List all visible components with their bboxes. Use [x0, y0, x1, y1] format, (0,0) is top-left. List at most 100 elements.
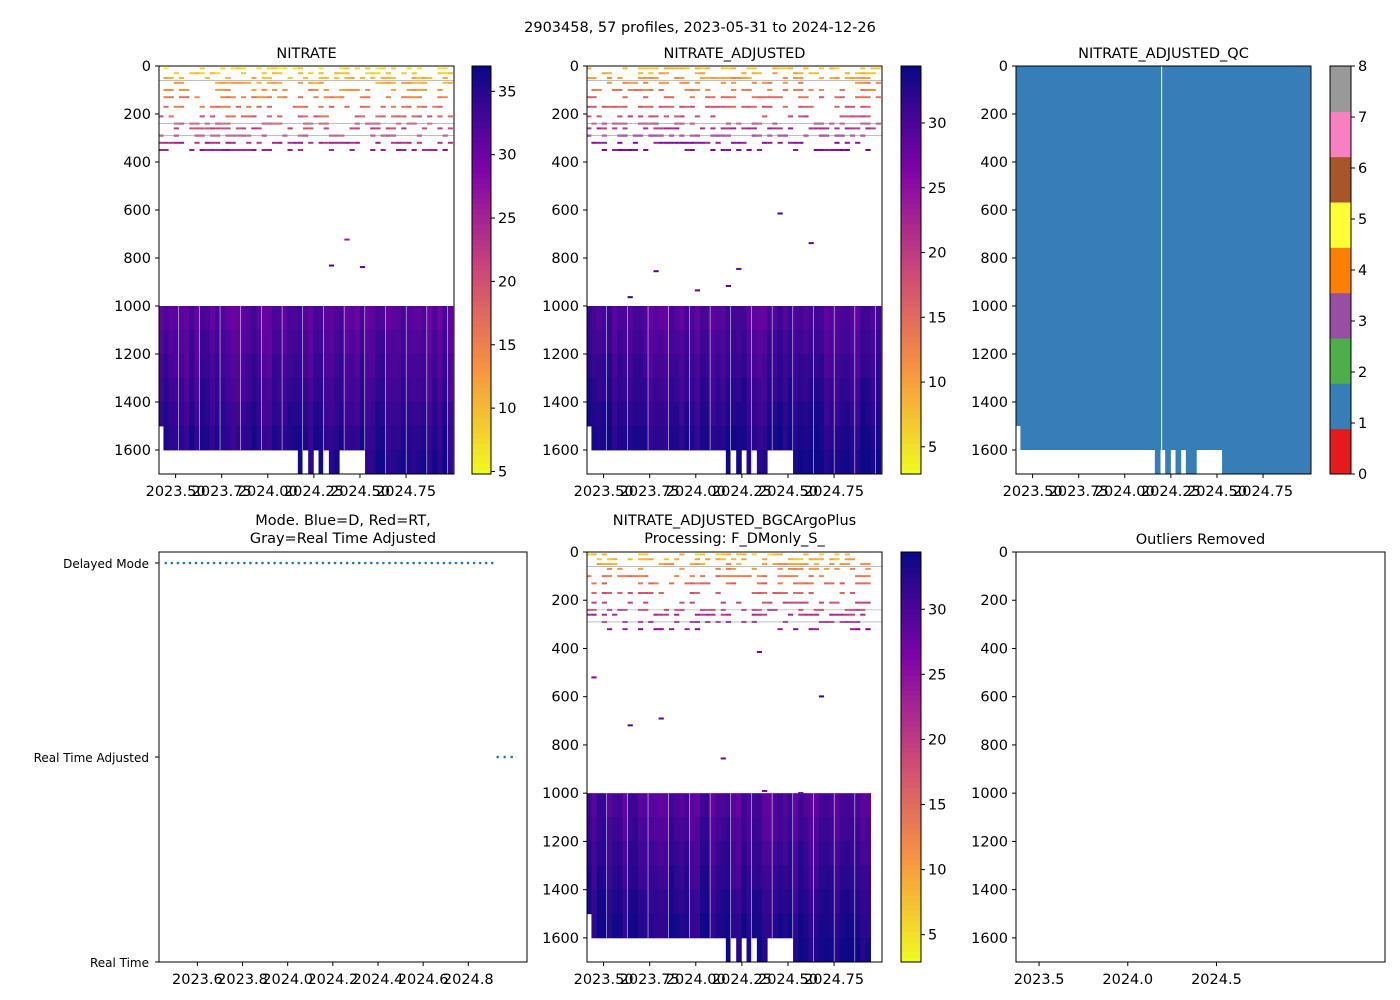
- profile-cell: [694, 841, 701, 866]
- colorbar-band: [472, 213, 491, 220]
- qc-column: [1268, 66, 1275, 474]
- profile-cell: [689, 378, 696, 403]
- profile-cell: [668, 841, 675, 866]
- profile-cell: [287, 306, 294, 331]
- profile-cell: [710, 841, 716, 866]
- profile-cell: [587, 889, 592, 915]
- profile-sample: [240, 81, 247, 84]
- y-tick-label: 800: [980, 251, 1008, 267]
- profile-sample: [865, 89, 871, 91]
- profile-sample: [246, 81, 252, 84]
- profile-cell: [643, 306, 649, 331]
- profile-cell: [839, 354, 846, 379]
- profile-sample: [199, 127, 205, 130]
- profile-cell: [762, 889, 768, 915]
- delayed-mode-point: [309, 561, 313, 565]
- profile-sample: [839, 592, 845, 594]
- profile-sample: [643, 96, 649, 99]
- profile-cell: [772, 330, 778, 355]
- profile-cell: [767, 889, 773, 915]
- profile-sample: [159, 115, 164, 118]
- profile-cell: [215, 426, 221, 451]
- profile-cell: [163, 402, 170, 427]
- profile-sample: [705, 96, 711, 99]
- profile-sample: [308, 81, 314, 84]
- profile-sample: [658, 563, 664, 566]
- profile-sample: [235, 105, 241, 108]
- profile-sample: [777, 212, 783, 215]
- profile-cell: [178, 426, 185, 451]
- profile-sample: [834, 601, 840, 604]
- profile-cell: [437, 402, 444, 427]
- profile-sample: [699, 582, 706, 585]
- profile-cell: [437, 306, 444, 331]
- profile-sample: [679, 115, 685, 118]
- profile-cell: [782, 354, 789, 379]
- profile-sample: [793, 77, 799, 79]
- profile-sample: [282, 67, 288, 70]
- profile-cell: [777, 330, 784, 355]
- profile-sample: [705, 558, 711, 561]
- profile-sample: [787, 115, 794, 118]
- profile-cell: [813, 426, 820, 451]
- profile-cell: [762, 354, 768, 379]
- profile-sample: [328, 264, 335, 267]
- profile-cell: [292, 378, 299, 403]
- x-tick-label: 2024.75: [376, 484, 436, 500]
- profile-cell: [710, 817, 716, 842]
- profile-cell: [627, 354, 634, 379]
- profile-cell: [725, 817, 732, 842]
- colorbar-segment: [1330, 111, 1351, 158]
- profile-sample: [163, 67, 169, 70]
- profile-sample: [731, 582, 737, 585]
- profile-sample: [803, 67, 809, 70]
- profile-cell: [292, 426, 299, 451]
- profile-cell: [653, 330, 660, 355]
- profile-cell: [266, 402, 273, 427]
- profile-cell: [396, 450, 402, 475]
- profile-cell: [432, 402, 438, 427]
- profile-cell: [643, 913, 649, 939]
- y-tick-label: 200: [980, 107, 1008, 123]
- profile-cell: [194, 378, 201, 403]
- delayed-mode-point: [297, 561, 301, 565]
- profile-cell: [756, 330, 763, 355]
- profile-sample: [303, 77, 309, 79]
- colorbar-band: [472, 305, 491, 312]
- qc-heatmap: [1016, 66, 1311, 474]
- profile-sample: [663, 558, 669, 561]
- profile-cell: [297, 330, 304, 355]
- profile-cell: [648, 817, 654, 842]
- profile-cell: [844, 402, 851, 427]
- profile-cell: [365, 354, 371, 379]
- profile-cell: [756, 450, 763, 475]
- profile-sample: [782, 67, 788, 70]
- profile-cell: [803, 937, 809, 963]
- profile-cell: [658, 817, 665, 842]
- profile-sample: [601, 563, 607, 566]
- colorbar-band: [901, 259, 921, 266]
- profile-cell: [365, 450, 371, 475]
- profile-cell: [230, 402, 237, 427]
- profile-cell: [204, 378, 211, 403]
- colorbar-band: [472, 387, 491, 393]
- profile-sample: [855, 115, 861, 118]
- profile-sample: [297, 105, 304, 108]
- x-tick-label: 2024.8: [443, 972, 494, 988]
- profile-cell: [323, 330, 330, 355]
- y-tick-label: 800: [551, 251, 579, 267]
- profile-cell: [818, 354, 825, 379]
- colorbar-band: [472, 407, 491, 414]
- profile-sample: [689, 105, 695, 108]
- profile-cell: [860, 817, 866, 842]
- y-tick-label: 1200: [542, 347, 579, 363]
- y-tick-label: 0: [142, 59, 151, 75]
- qc-column: [1020, 66, 1027, 450]
- profile-cell: [292, 402, 299, 427]
- profile-cell: [246, 402, 252, 427]
- mode-label: Real Time: [90, 956, 149, 970]
- delayed-mode-point: [400, 561, 403, 565]
- profile-cell: [839, 306, 846, 331]
- profile-cell: [715, 913, 722, 939]
- colorbar-band: [901, 649, 921, 656]
